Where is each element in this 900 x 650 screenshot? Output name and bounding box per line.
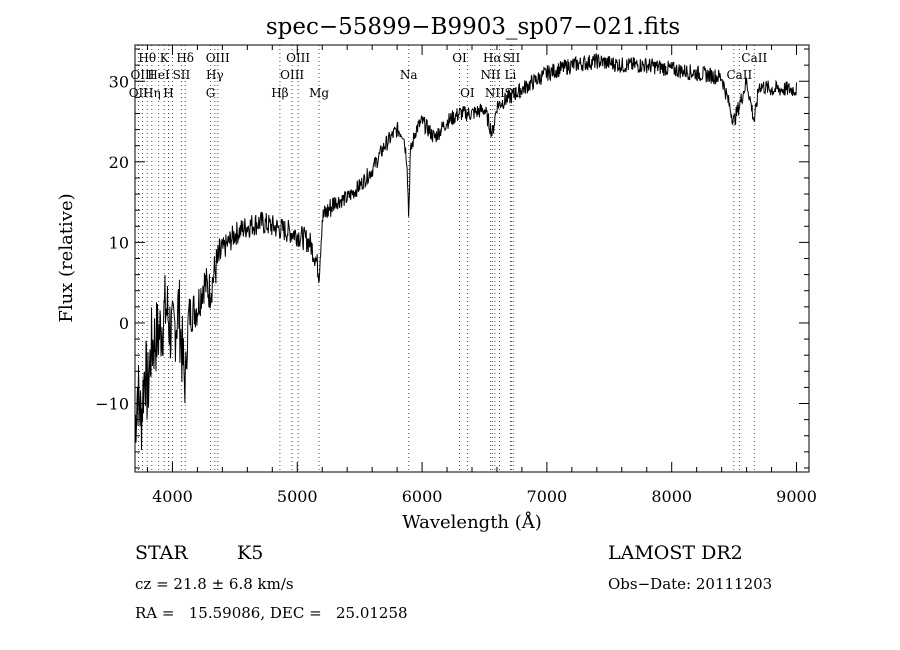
spectral-line-label: OIII — [206, 51, 230, 65]
obs-date: Obs−Date: 20111203 — [608, 575, 773, 593]
axis-ticks — [135, 45, 809, 472]
y-tick-label: 30 — [109, 72, 129, 91]
spectral-line-label: HeI — [147, 68, 170, 82]
x-tick-label: 7000 — [527, 487, 568, 506]
y-tick-label: −10 — [95, 395, 129, 414]
spectral-line-label: SII — [503, 51, 521, 65]
axis-tick-labels: 4000 5000 6000 7000 8000 9000 −10 0 10 20 30 — [95, 72, 817, 506]
spectral-line-label: Hβ — [271, 86, 288, 100]
spectral-line-label: SII — [504, 86, 522, 100]
spectral-line-label: OIII — [280, 68, 304, 82]
object-class: STAR — [135, 542, 188, 564]
y-tick-label: 0 — [119, 314, 129, 333]
spectral-line-label: G — [206, 86, 216, 100]
spectral-line-label: NII — [485, 86, 505, 100]
spectral-line-label: OI — [452, 51, 467, 65]
spectral-line-label: CaII — [726, 68, 752, 82]
spectral-line-label: Hθ — [138, 51, 156, 65]
spectral-line-label: OIII — [130, 68, 154, 82]
spectrum-group — [134, 53, 797, 451]
redshift-info: cz = 21.8 ± 6.8 km/s — [135, 575, 294, 593]
spectral-line-label: Na — [400, 68, 418, 82]
spectral-line-label: SII — [173, 68, 191, 82]
coordinates-info: RA = 15.59086, DEC = 25.01258 — [135, 604, 408, 622]
x-tick-label: 5000 — [277, 487, 318, 506]
survey-name: LAMOST DR2 — [608, 542, 743, 564]
spectral-line-label: NII — [480, 68, 500, 82]
chart-title: spec−55899−B9903_sp07−021.fits — [266, 14, 680, 40]
y-tick-label: 20 — [109, 153, 129, 172]
spectral-line-label: OII — [129, 86, 149, 100]
spectral-line-label: CaII — [741, 51, 767, 65]
spectral-line-label: Mg — [309, 86, 329, 100]
object-subclass: K5 — [237, 542, 264, 564]
spectral-line-label: Hδ — [176, 51, 194, 65]
y-tick-label: 10 — [109, 233, 129, 252]
spectral-line-label: Hη — [143, 86, 161, 100]
spectrum-line — [134, 53, 797, 451]
x-tick-label: 8000 — [651, 487, 692, 506]
line-marker-group — [137, 45, 755, 472]
x-axis-label: Wavelength (Å) — [402, 511, 542, 533]
x-tick-label: 9000 — [776, 487, 817, 506]
spectral-line-label: OIII — [286, 51, 310, 65]
y-axis-label: Flux (relative) — [56, 193, 77, 322]
spectral-line-label: K — [160, 51, 170, 65]
spectral-line-label: Hα — [483, 51, 502, 65]
x-tick-label: 4000 — [152, 487, 193, 506]
spectral-line-label: Hγ — [206, 68, 224, 82]
spectral-line-label: OI — [460, 86, 475, 100]
spectral-line-label: Li — [505, 68, 517, 82]
x-tick-label: 6000 — [402, 487, 443, 506]
spectral-line-label: H — [163, 86, 173, 100]
